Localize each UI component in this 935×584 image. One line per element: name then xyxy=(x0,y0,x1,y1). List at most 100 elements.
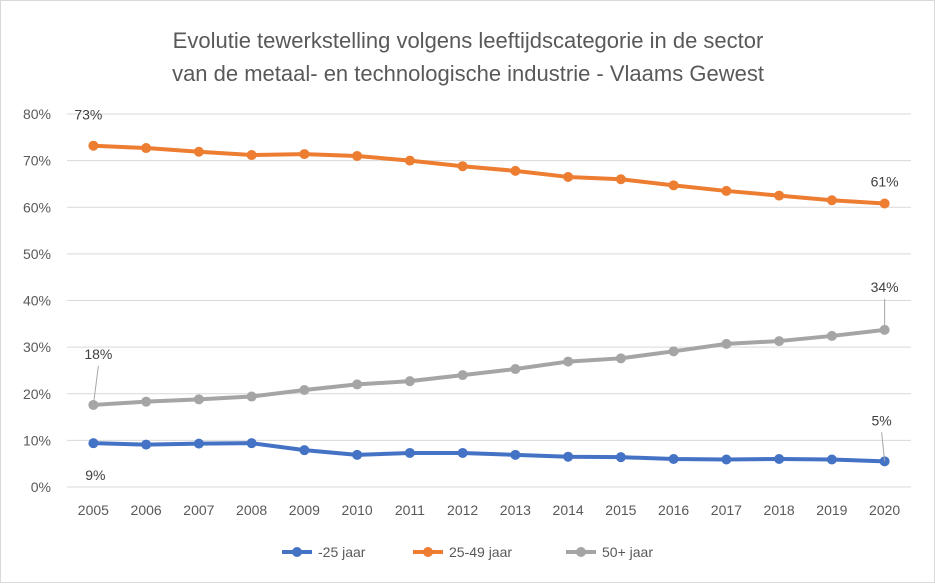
data-point xyxy=(457,161,468,172)
data-point xyxy=(774,454,785,465)
series-line xyxy=(91,327,887,407)
data-point xyxy=(510,449,521,460)
y-tick-label: 30% xyxy=(23,339,51,355)
x-tick-label: 2016 xyxy=(658,502,689,518)
legend-marker xyxy=(292,547,302,557)
data-point xyxy=(668,180,679,191)
data-labels: 73% 61% 18% 34% 9% 5% xyxy=(74,107,898,483)
data-point xyxy=(615,353,626,364)
data-point xyxy=(879,198,890,209)
data-label: 73% xyxy=(74,107,102,123)
data-point xyxy=(404,447,415,458)
series-3 xyxy=(88,324,890,410)
data-label-leader xyxy=(92,365,99,406)
data-point xyxy=(246,150,257,161)
data-point xyxy=(563,451,574,462)
y-tick-label: 20% xyxy=(23,386,51,402)
data-point xyxy=(721,338,732,349)
y-tick-label: 80% xyxy=(23,106,51,122)
data-point xyxy=(352,379,363,390)
x-tick-label: 2006 xyxy=(131,502,162,518)
y-axis-tick-labels: 0% 10% 20% 30% 40% 50% 60% 70% 80% xyxy=(23,106,51,495)
chart-title-line-1: Evolutie tewerkstelling volgens leeftijd… xyxy=(173,28,764,53)
data-point xyxy=(615,174,626,185)
legend-item: -25 jaar xyxy=(282,544,366,560)
legend-item: 25-49 jaar xyxy=(413,544,512,560)
data-point xyxy=(299,445,310,456)
data-point xyxy=(88,438,99,449)
x-axis-tick-labels: 2005 2006 2007 2008 2009 2010 2011 2012 2013 2014… xyxy=(78,502,901,518)
data-point xyxy=(510,165,521,176)
data-point xyxy=(615,452,626,463)
data-point xyxy=(668,346,679,357)
data-point xyxy=(141,396,152,407)
data-point xyxy=(352,150,363,161)
x-tick-label: 2007 xyxy=(183,502,214,518)
data-point xyxy=(774,190,785,201)
series-1 xyxy=(88,438,890,467)
y-tick-label: 60% xyxy=(23,199,51,215)
x-tick-label: 2010 xyxy=(342,502,373,518)
data-point xyxy=(510,364,521,375)
y-tick-label: 70% xyxy=(23,153,51,169)
x-tick-label: 2020 xyxy=(869,502,900,518)
data-point xyxy=(193,394,204,405)
series-line xyxy=(91,441,887,464)
data-point xyxy=(826,195,837,206)
x-tick-label: 2017 xyxy=(711,502,742,518)
x-tick-label: 2013 xyxy=(500,502,531,518)
data-point xyxy=(457,447,468,458)
data-point xyxy=(246,391,257,402)
data-point xyxy=(457,370,468,381)
series-lines xyxy=(88,140,890,467)
data-point xyxy=(563,356,574,367)
x-tick-label: 2018 xyxy=(764,502,795,518)
data-point xyxy=(141,439,152,450)
series-2 xyxy=(88,140,890,209)
legend-item: 50+ jaar xyxy=(566,544,653,560)
gridlines xyxy=(67,113,911,488)
legend-label: 25-49 jaar xyxy=(449,544,512,560)
legend-marker xyxy=(423,547,433,557)
chart-title: Evolutie tewerkstelling volgens leeftijd… xyxy=(172,28,764,86)
data-label: 9% xyxy=(85,467,105,483)
data-point xyxy=(141,143,152,154)
data-point xyxy=(404,376,415,387)
legend-label: 50+ jaar xyxy=(602,544,653,560)
data-point xyxy=(299,149,310,160)
data-point xyxy=(193,438,204,449)
x-tick-label: 2008 xyxy=(236,502,267,518)
legend-label: -25 jaar xyxy=(318,544,366,560)
data-point xyxy=(668,454,679,465)
data-point xyxy=(352,449,363,460)
data-label: 5% xyxy=(872,412,892,428)
legend: -25 jaar 25-49 jaar 50+ jaar xyxy=(282,544,653,560)
data-point xyxy=(193,146,204,157)
y-tick-label: 0% xyxy=(31,479,51,495)
data-point xyxy=(404,155,415,166)
x-tick-label: 2005 xyxy=(78,502,109,518)
legend-marker xyxy=(576,547,586,557)
data-point xyxy=(721,185,732,196)
data-point xyxy=(826,330,837,341)
y-tick-label: 10% xyxy=(23,432,51,448)
data-point xyxy=(826,454,837,465)
x-tick-label: 2019 xyxy=(816,502,847,518)
chart-title-line-2: van de metaal- en technologische industr… xyxy=(172,61,764,86)
data-point xyxy=(299,385,310,396)
x-tick-label: 2014 xyxy=(553,502,584,518)
data-point xyxy=(721,454,732,465)
data-point xyxy=(88,140,99,151)
data-label-leader xyxy=(881,432,886,462)
x-tick-label: 2012 xyxy=(447,502,478,518)
data-point xyxy=(563,171,574,182)
data-label: 61% xyxy=(871,174,899,190)
data-label: 18% xyxy=(84,346,112,362)
y-tick-label: 50% xyxy=(23,246,51,262)
data-point xyxy=(774,336,785,347)
x-tick-label: 2011 xyxy=(395,502,425,518)
data-point xyxy=(246,438,257,449)
x-tick-label: 2009 xyxy=(289,502,320,518)
